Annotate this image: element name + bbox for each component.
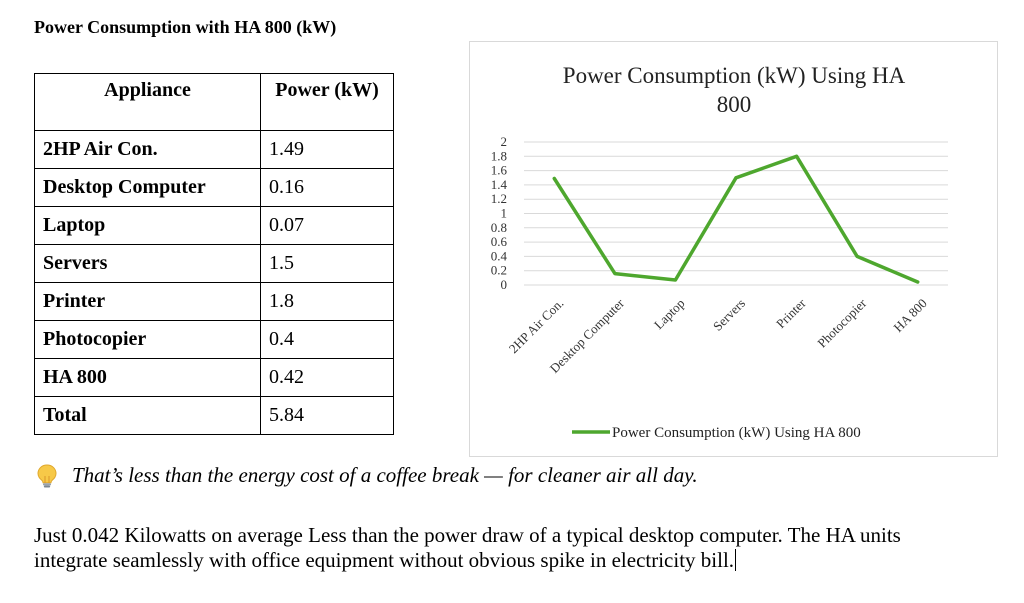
y-tick-label: 0.4 bbox=[491, 248, 508, 263]
text-cursor bbox=[735, 549, 737, 571]
y-axis-ticks: 00.20.40.60.811.21.41.61.82 bbox=[491, 134, 508, 292]
line-chart[interactable]: Power Consumption (kW) Using HA 800 0 0.2 0… bbox=[469, 41, 998, 457]
y-tick-label: 1 bbox=[501, 206, 508, 221]
x-tick-label: HA 800 bbox=[890, 296, 929, 335]
data-point bbox=[855, 254, 859, 258]
y-tick-label: 0.8 bbox=[491, 220, 507, 235]
series-line bbox=[552, 154, 920, 284]
data-point bbox=[552, 176, 556, 180]
data-point bbox=[613, 272, 617, 276]
chart-title-line: Power Consumption (kW) Using HA bbox=[563, 63, 906, 88]
chart-title-line: 800 bbox=[717, 92, 752, 117]
lightbulb-icon bbox=[36, 463, 58, 488]
data-point bbox=[795, 154, 799, 158]
header-power: Power (kW) bbox=[260, 73, 394, 131]
power-cell: 0.42 bbox=[260, 358, 394, 397]
table-row: Photocopier 0.4 bbox=[34, 320, 394, 359]
table-row: Servers 1.5 bbox=[34, 244, 394, 283]
power-cell: 1.8 bbox=[260, 282, 394, 321]
y-tick-label: 1.6 bbox=[491, 163, 508, 178]
y-tick-label: 1.2 bbox=[491, 191, 507, 206]
table-row: Total 5.84 bbox=[34, 396, 394, 435]
data-point bbox=[673, 278, 677, 282]
y-tick-label: 1.4 bbox=[491, 177, 508, 192]
appliance-cell: Desktop Computer bbox=[34, 168, 261, 207]
x-tick-label: Laptop bbox=[651, 296, 688, 333]
table-row: Printer 1.8 bbox=[34, 282, 394, 321]
y-tick-label: 0 bbox=[501, 277, 508, 292]
appliance-cell: Laptop bbox=[34, 206, 261, 245]
x-tick-label: Printer bbox=[773, 295, 809, 331]
x-tick-label: Photocopier bbox=[814, 295, 870, 351]
appliance-cell: Photocopier bbox=[34, 320, 261, 359]
legend-label: Power Consumption (kW) Using HA 800 bbox=[612, 425, 861, 441]
paragraph-text: Just 0.042 Kilowatts on average Less tha… bbox=[34, 523, 901, 572]
x-axis-ticks: 2HP Air Con.Desktop Computer Laptop Server… bbox=[506, 295, 930, 376]
chart-legend: Power Consumption (kW) Using HA 800 bbox=[572, 425, 861, 441]
chart-title: Power Consumption (kW) Using HA 800 bbox=[563, 63, 906, 117]
y-tick-label: 0.6 bbox=[491, 234, 508, 249]
appliance-cell: Servers bbox=[34, 244, 261, 283]
table-header-row: Appliance Power (kW) bbox=[34, 73, 394, 131]
power-cell: 1.5 bbox=[260, 244, 394, 283]
callout-text: That’s less than the energy cost of a co… bbox=[72, 463, 698, 487]
power-cell: 1.49 bbox=[260, 130, 394, 169]
header-appliance: Appliance bbox=[34, 73, 261, 131]
power-cell: 0.16 bbox=[260, 168, 394, 207]
document-heading: Power Consumption with HA 800 (kW) bbox=[34, 17, 337, 37]
callout: That’s less than the energy cost of a co… bbox=[36, 463, 698, 488]
power-cell: 5.84 bbox=[260, 396, 394, 435]
table-row: Laptop 0.07 bbox=[34, 206, 394, 245]
appliance-cell: Printer bbox=[34, 282, 261, 321]
power-cell: 0.4 bbox=[260, 320, 394, 359]
table-row: 2HP Air Con. 1.49 bbox=[34, 130, 394, 169]
table-row: HA 800 0.42 bbox=[34, 358, 394, 397]
x-tick-label: 2HP Air Con. bbox=[506, 296, 567, 357]
appliance-cell: Total bbox=[34, 396, 261, 435]
appliance-cell: HA 800 bbox=[34, 358, 261, 397]
body-paragraph[interactable]: Just 0.042 Kilowatts on average Less tha… bbox=[34, 523, 934, 573]
power-table: Appliance Power (kW) 2HP Air Con. 1.49 D… bbox=[34, 73, 394, 435]
power-cell: 0.07 bbox=[260, 206, 394, 245]
y-tick-label: 2 bbox=[501, 134, 508, 149]
x-tick-label: Servers bbox=[710, 296, 748, 334]
chart-gridlines bbox=[524, 141, 948, 286]
table-row: Desktop Computer 0.16 bbox=[34, 168, 394, 207]
data-point bbox=[734, 176, 738, 180]
y-tick-label: 0.2 bbox=[491, 263, 507, 278]
appliance-cell: 2HP Air Con. bbox=[34, 130, 261, 169]
data-point bbox=[916, 280, 920, 284]
chart-series bbox=[552, 154, 920, 284]
y-tick-label: 1.8 bbox=[491, 148, 507, 163]
